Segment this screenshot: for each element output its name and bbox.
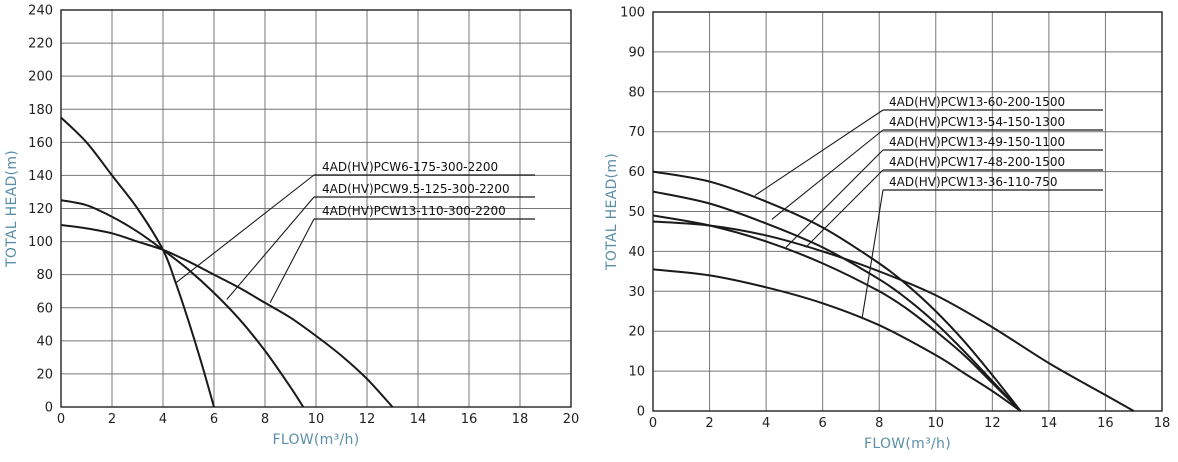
legend-label-3: 4AD(HV)PCW13-110-300-2200 bbox=[322, 204, 506, 218]
leader-line bbox=[785, 149, 884, 248]
y-tick-label: 0 bbox=[45, 401, 53, 416]
leader-line bbox=[771, 129, 884, 220]
curve-1 bbox=[652, 170, 1022, 412]
y-tick-label: 100 bbox=[620, 6, 645, 21]
y-tick-label: 80 bbox=[628, 85, 645, 100]
y-tick-label: 140 bbox=[28, 169, 53, 184]
legend-label-4: 4AD(HV)PCW17-48-200-1500 bbox=[889, 155, 1065, 169]
curve-3 bbox=[652, 214, 1022, 412]
legend-label-1: 4AD(HV)PCW13-60-200-1500 bbox=[889, 95, 1065, 109]
legend-label-2: 4AD(HV)PCW13-54-150-1300 bbox=[889, 115, 1065, 129]
x-tick-label: 10 bbox=[928, 416, 945, 431]
legend-label-3: 4AD(HV)PCW13-49-150-1100 bbox=[889, 135, 1065, 149]
x-tick-label: 12 bbox=[984, 416, 1001, 431]
y-tick-label: 120 bbox=[28, 202, 53, 217]
leader-line bbox=[226, 196, 315, 300]
legend-label-2: 4AD(HV)PCW9.5-125-300-2200 bbox=[322, 182, 510, 196]
tick-labels: 0 2 4 6 8 10 12 14 16 18 2002040608010012014016018… bbox=[28, 4, 579, 428]
x-axis-title: FLOW(m³/h) bbox=[864, 436, 951, 452]
leader-line bbox=[175, 174, 315, 284]
plot-frame bbox=[60, 9, 572, 408]
y-tick-label: 80 bbox=[36, 268, 53, 283]
curve-5 bbox=[652, 268, 1022, 412]
x-tick-label: 2 bbox=[705, 416, 713, 431]
x-tick-label: 18 bbox=[512, 412, 529, 427]
y-tick-label: 20 bbox=[628, 325, 645, 340]
legend: 4AD(HV)PCW13-60-200-1500 4AD(HV)PCW13-54-… bbox=[754, 95, 1103, 318]
y-axis-title: TOTAL HEAD(m) bbox=[604, 153, 620, 271]
x-tick-label: 20 bbox=[563, 412, 580, 427]
y-tick-label: 10 bbox=[628, 365, 645, 380]
x-tick-label: 0 bbox=[57, 412, 65, 427]
leader-line bbox=[861, 189, 884, 318]
x-tick-label: 14 bbox=[1041, 416, 1058, 431]
legend: 4AD(HV)PCW6-175-300-2200 4AD(HV)PCW9.5-12… bbox=[175, 160, 535, 304]
y-tick-label: 40 bbox=[628, 245, 645, 260]
chart-1: 0 2 4 6 8 10 12 14 16 18 2002040608010012014016018… bbox=[4, 4, 579, 449]
x-tick-label: 16 bbox=[461, 412, 478, 427]
x-tick-label: 0 bbox=[649, 416, 657, 431]
y-tick-label: 240 bbox=[28, 4, 53, 19]
plot-frame bbox=[652, 11, 1163, 412]
tick-labels: 0 2 4 6 8 10 12 14 16 18 0 10 20 30 40 50 60 70 80 90 100 bbox=[620, 6, 1170, 432]
y-tick-label: 20 bbox=[36, 367, 53, 382]
x-tick-label: 16 bbox=[1097, 416, 1114, 431]
x-axis-title: FLOW(m³/h) bbox=[273, 432, 360, 448]
y-axis-title: TOTAL HEAD(m) bbox=[4, 150, 20, 268]
curve-4 bbox=[652, 220, 1135, 412]
y-tick-label: 160 bbox=[28, 136, 53, 151]
y-tick-label: 40 bbox=[36, 334, 53, 349]
y-tick-label: 180 bbox=[28, 103, 53, 118]
curves bbox=[652, 170, 1135, 412]
y-tick-label: 60 bbox=[36, 301, 53, 316]
leader-line bbox=[269, 218, 315, 304]
curves bbox=[60, 116, 394, 408]
curve-2 bbox=[652, 190, 1022, 412]
x-tick-label: 10 bbox=[308, 412, 325, 427]
y-tick-label: 50 bbox=[628, 205, 645, 220]
y-tick-label: 100 bbox=[28, 235, 53, 250]
y-tick-label: 200 bbox=[28, 70, 53, 85]
x-tick-label: 2 bbox=[108, 412, 116, 427]
y-tick-label: 70 bbox=[628, 125, 645, 140]
x-tick-label: 18 bbox=[1154, 416, 1171, 431]
leader-line bbox=[805, 169, 884, 248]
x-tick-label: 8 bbox=[261, 412, 269, 427]
y-tick-label: 220 bbox=[28, 37, 53, 52]
y-tick-label: 60 bbox=[628, 165, 645, 180]
x-tick-label: 12 bbox=[359, 412, 376, 427]
x-tick-label: 8 bbox=[875, 416, 883, 431]
curve-2 bbox=[60, 199, 305, 408]
x-tick-label: 6 bbox=[819, 416, 827, 431]
y-tick-label: 0 bbox=[637, 405, 645, 420]
y-tick-label: 30 bbox=[628, 285, 645, 300]
x-tick-label: 4 bbox=[762, 416, 770, 431]
leader-line bbox=[754, 109, 884, 196]
chart-2: 0 2 4 6 8 10 12 14 16 18 0 10 20 30 40 50 60 70 80 90 100 FLO… bbox=[604, 6, 1170, 453]
y-tick-label: 90 bbox=[628, 45, 645, 60]
curve-3 bbox=[60, 224, 394, 408]
x-tick-label: 4 bbox=[159, 412, 167, 427]
x-tick-label: 6 bbox=[210, 412, 218, 427]
x-tick-label: 14 bbox=[410, 412, 427, 427]
legend-label-1: 4AD(HV)PCW6-175-300-2200 bbox=[322, 160, 498, 174]
legend-label-5: 4AD(HV)PCW13-36-110-750 bbox=[889, 175, 1058, 189]
gridlines bbox=[652, 11, 1163, 412]
